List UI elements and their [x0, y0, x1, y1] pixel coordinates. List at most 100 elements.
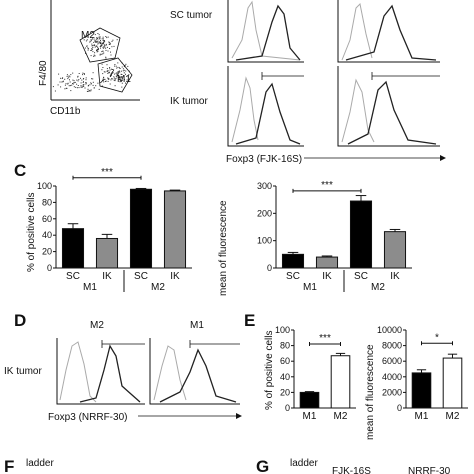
- dot: [113, 69, 115, 71]
- dot: [66, 87, 68, 89]
- dot: [91, 78, 93, 80]
- dot: [88, 48, 89, 50]
- dot: [91, 38, 93, 40]
- dot: [75, 86, 77, 88]
- dot: [101, 45, 103, 47]
- dot: [117, 75, 118, 76]
- chart-e-left: 0 20 40 60 80 100 M1 M2 ***: [275, 325, 356, 422]
- dot: [121, 66, 123, 68]
- y-tick-label: 0: [267, 263, 272, 273]
- bar: [61, 228, 85, 269]
- dot: [105, 47, 107, 49]
- dot: [104, 41, 106, 43]
- dot: [85, 40, 87, 42]
- dot: [64, 78, 66, 80]
- dot: [109, 42, 111, 44]
- y-tick-label: 80: [42, 197, 52, 207]
- f-ladder-label: ladder: [26, 458, 54, 469]
- dot: [86, 36, 88, 38]
- dot: [107, 78, 109, 80]
- x-tick-label: IK: [102, 271, 112, 282]
- dot: [82, 74, 84, 76]
- dot: [89, 84, 91, 86]
- dot: [110, 54, 112, 56]
- dot: [95, 38, 97, 40]
- dot: [57, 84, 59, 86]
- dot: [78, 79, 80, 81]
- dot: [96, 51, 98, 53]
- group-label: M1: [303, 282, 317, 293]
- dot: [83, 85, 85, 87]
- dot: [98, 42, 100, 44]
- dot: [80, 85, 82, 87]
- dot: [108, 41, 110, 43]
- panel-letter-f: F: [4, 457, 14, 474]
- dot: [98, 38, 100, 40]
- dot: [64, 84, 66, 86]
- dot: [90, 40, 92, 42]
- bar: [281, 253, 305, 269]
- dot: [72, 79, 74, 81]
- dot: [83, 84, 85, 85]
- dot: [58, 73, 60, 75]
- dot: [61, 78, 63, 79]
- dot-plot-ylabel: F4/80: [38, 60, 49, 86]
- dot: [92, 47, 94, 48]
- dot: [123, 66, 125, 68]
- dot: [92, 78, 94, 80]
- dot: [97, 43, 99, 45]
- dot: [96, 45, 98, 47]
- dot: [90, 89, 92, 91]
- dot: [98, 42, 100, 44]
- dot: [90, 50, 92, 51]
- x-tick-label: SC: [66, 271, 80, 282]
- gate-m2-label: M2: [81, 30, 95, 41]
- e-left-ylabel: % of positive cells: [264, 331, 275, 410]
- y-tick-label: 2000: [382, 387, 402, 397]
- dot: [100, 41, 102, 43]
- dot: [99, 41, 101, 43]
- dot: [98, 34, 100, 36]
- dot: [108, 43, 110, 45]
- dot: [101, 80, 103, 82]
- dot: [126, 75, 128, 77]
- dot: [83, 39, 85, 41]
- panel-letter-g: G: [256, 457, 269, 474]
- dot: [67, 76, 69, 78]
- g-col-nrrf: NRRF-30: [408, 466, 451, 474]
- dot: [100, 39, 101, 41]
- x-tick-label: M2: [334, 411, 348, 422]
- dot: [105, 44, 107, 46]
- dot: [84, 73, 85, 75]
- dot: [106, 70, 108, 72]
- dot: [112, 71, 114, 72]
- dot: [123, 72, 125, 74]
- dot: [122, 68, 124, 70]
- dot: [96, 37, 98, 39]
- dot: [111, 78, 113, 80]
- dot: [123, 69, 125, 71]
- hist-arrowhead: [440, 155, 446, 161]
- dot: [103, 71, 105, 73]
- dot: [112, 78, 114, 80]
- dot: [59, 81, 61, 83]
- dot: [90, 90, 92, 92]
- dot: [103, 41, 104, 43]
- dot: [98, 36, 100, 38]
- dot: [126, 79, 128, 81]
- dot: [99, 46, 101, 47]
- dot: [87, 91, 89, 92]
- dot: [94, 46, 96, 48]
- dot: [71, 84, 73, 86]
- dot: [115, 72, 117, 74]
- dot: [78, 73, 80, 74]
- dot: [125, 73, 126, 75]
- c-right-ylabel: mean of fluorescence: [218, 200, 229, 296]
- dot: [120, 70, 122, 72]
- dot: [97, 50, 99, 52]
- dot: [97, 48, 99, 49]
- dot: [121, 76, 123, 78]
- group-label: M2: [371, 282, 385, 293]
- dot: [121, 80, 123, 81]
- dot: [73, 86, 75, 88]
